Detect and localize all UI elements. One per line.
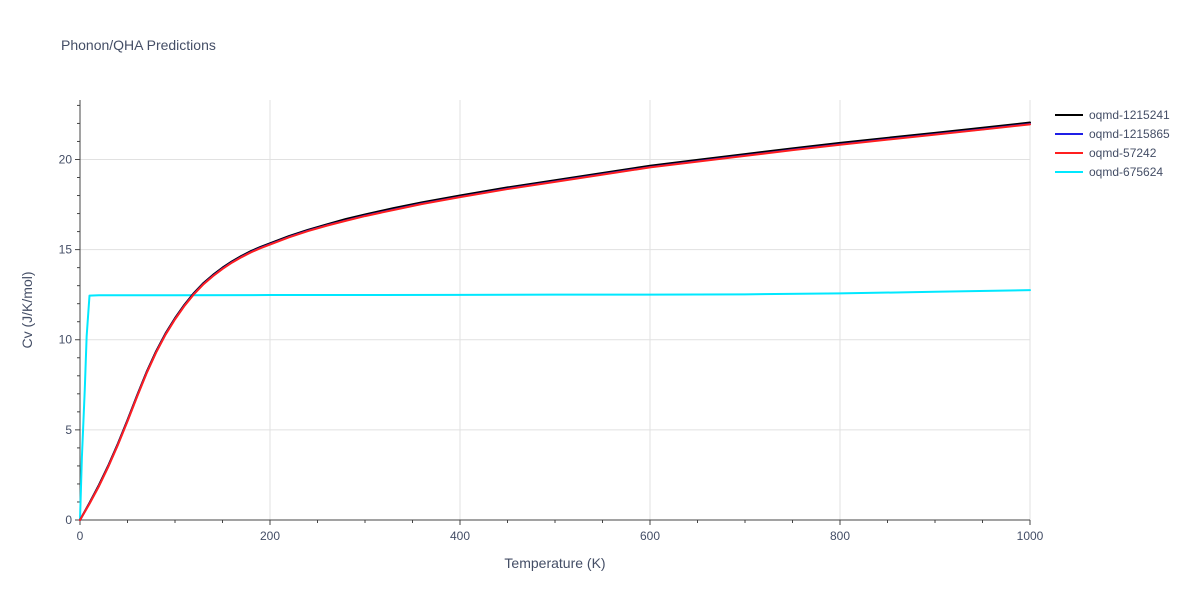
legend-label: oqmd-57242 [1089, 146, 1157, 160]
legend-item[interactable]: oqmd-1215241 [1055, 108, 1170, 122]
y-tick-label: 15 [59, 243, 73, 257]
series-line-oqmd-1215865 [79, 122, 1031, 521]
legend-label: oqmd-1215865 [1089, 127, 1170, 141]
x-tick-label: 600 [640, 529, 660, 543]
gridlines [80, 100, 1031, 520]
axes: 0 200 400 600 800 1000 0 5 10 15 20 [59, 100, 1044, 543]
legend-item[interactable]: oqmd-57242 [1055, 146, 1157, 160]
x-tick-label: 0 [77, 529, 84, 543]
series-line-oqmd-57242 [79, 123, 1031, 521]
y-tick-label: 10 [59, 333, 73, 347]
plot-area [79, 121, 1031, 521]
x-tick-label: 800 [830, 529, 850, 543]
legend-label: oqmd-1215241 [1089, 108, 1170, 122]
y-axis-title: Cv (J/K/mol) [19, 272, 35, 349]
x-tick-label: 1000 [1017, 529, 1044, 543]
y-tick-label: 5 [65, 423, 72, 437]
y-tick-label: 20 [59, 152, 73, 166]
y-tick-label: 0 [65, 513, 72, 527]
x-axis-title: Temperature (K) [504, 555, 605, 571]
chart-title: Phonon/QHA Predictions [61, 37, 216, 53]
legend-label: oqmd-675624 [1089, 165, 1163, 179]
legend: oqmd-1215241 oqmd-1215865 oqmd-57242 oqmd-6… [1055, 108, 1170, 179]
x-tick-label: 400 [450, 529, 470, 543]
x-tick-label: 200 [260, 529, 280, 543]
legend-item[interactable]: oqmd-1215865 [1055, 127, 1170, 141]
legend-item[interactable]: oqmd-675624 [1055, 165, 1163, 179]
series-line-oqmd-675624 [79, 289, 1031, 521]
